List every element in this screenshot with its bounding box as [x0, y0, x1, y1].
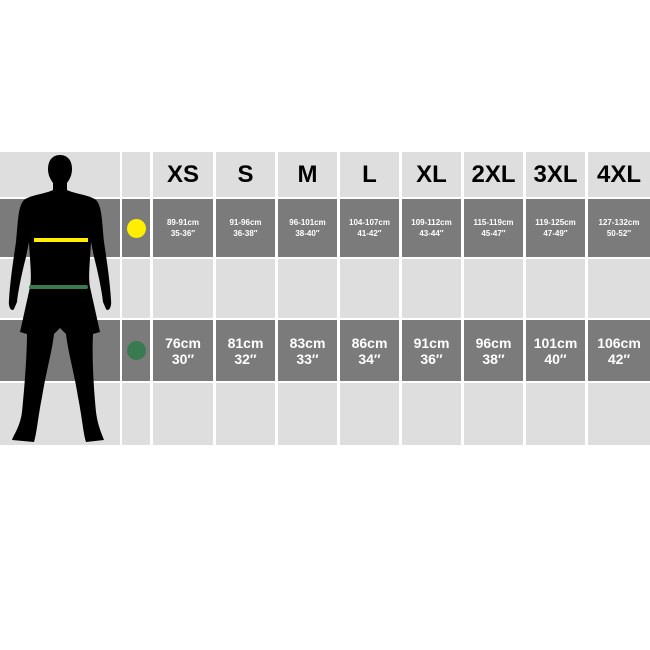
size-label: S — [237, 160, 254, 188]
size-cell — [464, 383, 523, 445]
size-header: XS — [153, 152, 213, 197]
size-label: 4XL — [596, 160, 641, 188]
size-cell — [588, 383, 650, 445]
size-cell: 86cm 34″ — [340, 320, 399, 381]
size-label: L — [362, 160, 377, 188]
size-cell: 119-125cm 47-49″ — [526, 199, 585, 257]
size-cell: 89-91cm 35-36″ — [153, 199, 213, 257]
size-cell: 83cm 33″ — [278, 320, 337, 381]
chest-inches: 45-47″ — [481, 229, 506, 238]
size-cell — [278, 383, 337, 445]
size-cell — [526, 383, 585, 445]
size-cell — [402, 259, 461, 318]
size-cell — [216, 383, 275, 445]
size-cell — [153, 383, 213, 445]
size-cell: 101cm 40″ — [526, 320, 585, 381]
size-cell — [526, 259, 585, 318]
waist-cm: 96cm — [475, 334, 512, 351]
waist-inches: 40″ — [544, 350, 567, 367]
waist-cm: 91cm — [413, 334, 450, 351]
chest-cm: 115-119cm — [473, 218, 514, 227]
chest-inches: 35-36″ — [170, 229, 196, 238]
waist-inches: 32″ — [234, 350, 257, 367]
size-label: XL — [416, 160, 447, 188]
size-label: 3XL — [533, 160, 578, 188]
waist-inches: 42″ — [607, 350, 631, 367]
indicator-cell — [122, 320, 150, 381]
size-cell: 91cm 36″ — [402, 320, 461, 381]
figure-cell — [0, 320, 120, 381]
indicator-cell — [122, 199, 150, 257]
waist-cm: 101cm — [533, 334, 578, 351]
size-cell — [278, 259, 337, 318]
indicator-cell — [122, 383, 150, 445]
size-cell — [588, 259, 650, 318]
chest-line-icon — [34, 238, 88, 242]
size-header: 3XL — [526, 152, 585, 197]
waist-inches: 33″ — [296, 350, 319, 367]
size-cell — [340, 383, 399, 445]
size-cell — [340, 259, 399, 318]
size-label: 2XL — [471, 160, 516, 188]
waist-line-icon — [29, 285, 88, 289]
size-cell: 115-119cm 45-47″ — [464, 199, 523, 257]
size-label: XS — [166, 160, 199, 188]
body-silhouette-icon — [8, 155, 112, 442]
waist-inches: 34″ — [358, 350, 381, 367]
chest-cm: 127-132cm — [598, 218, 640, 227]
size-header: XL — [402, 152, 461, 197]
chest-inches: 43-44″ — [419, 229, 444, 238]
waist-cm: 81cm — [227, 334, 264, 351]
chest-cm: 89-91cm — [166, 218, 200, 227]
chest-inches: 47-49″ — [543, 229, 568, 238]
chest-cm: 104-107cm — [349, 218, 390, 227]
chest-inches: 38-40″ — [295, 229, 320, 238]
size-cell — [402, 383, 461, 445]
chest-inches: 41-42″ — [357, 229, 382, 238]
size-header: 4XL — [588, 152, 650, 197]
size-header: S — [216, 152, 275, 197]
size-header: 2XL — [464, 152, 523, 197]
size-cell: 104-107cm 41-42″ — [340, 199, 399, 257]
size-cell: 96cm 38″ — [464, 320, 523, 381]
waist-cm: 106cm — [597, 334, 641, 351]
size-cell: 96-101cm 38-40″ — [278, 199, 337, 257]
chest-cm: 96-101cm — [289, 218, 326, 227]
size-cell — [153, 259, 213, 318]
chest-inches: 36-38″ — [233, 229, 258, 238]
size-label: M — [297, 160, 318, 188]
waist-cm: 86cm — [351, 334, 388, 351]
size-cell: 106cm 42″ — [588, 320, 650, 381]
chest-cm: 91-96cm — [229, 218, 262, 227]
size-header: M — [278, 152, 337, 197]
waist-indicator-icon — [126, 341, 146, 360]
size-cell: 91-96cm 36-38″ — [216, 199, 275, 257]
size-cell: 127-132cm 50-52″ — [588, 199, 650, 257]
size-cell — [464, 259, 523, 318]
waist-cm: 83cm — [289, 334, 326, 351]
size-cell — [216, 259, 275, 318]
indicator-cell — [122, 152, 150, 197]
size-cell: 109-112cm 43-44″ — [402, 199, 461, 257]
waist-inches: 38″ — [482, 350, 505, 367]
chest-cm: 109-112cm — [411, 218, 452, 227]
waist-cm: 76cm — [165, 334, 201, 351]
waist-inches: 30″ — [171, 350, 195, 367]
size-cell: 76cm 30″ — [153, 320, 213, 381]
indicator-cell — [122, 259, 150, 318]
chest-inches: 50-52″ — [606, 229, 632, 238]
waist-inches: 36″ — [420, 350, 443, 367]
size-cell: 81cm 32″ — [216, 320, 275, 381]
chest-indicator-icon — [126, 218, 146, 238]
chest-cm: 119-125cm — [535, 218, 576, 227]
size-header: L — [340, 152, 399, 197]
